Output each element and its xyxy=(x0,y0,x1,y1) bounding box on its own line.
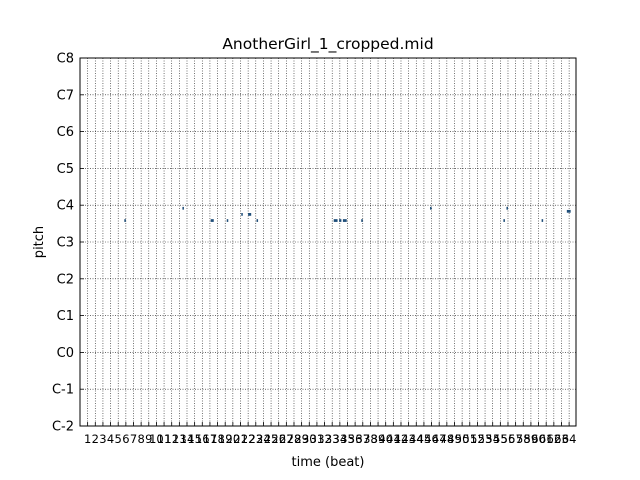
x-tick-label: 25 xyxy=(264,432,279,446)
x-tick-label: 2 xyxy=(92,432,99,446)
x-tick-label: 38 xyxy=(363,432,378,446)
x-tick-label: 26 xyxy=(271,432,286,446)
y-tick-label: C-2 xyxy=(52,420,74,435)
x-tick-label: 32 xyxy=(317,432,332,446)
x-tick-label: 23 xyxy=(248,432,263,446)
y-tick-label: C3 xyxy=(57,236,74,251)
x-axis-label: time (beat) xyxy=(292,455,365,470)
x-tick-label: 8 xyxy=(137,432,144,446)
x-tick-label: 64 xyxy=(562,432,577,446)
x-tick-label: 48 xyxy=(440,432,455,446)
y-tick-label: C7 xyxy=(57,88,74,103)
x-tick-label: 57 xyxy=(508,432,523,446)
x-tick-label: 54 xyxy=(485,432,500,446)
x-tick-label: 50 xyxy=(455,432,470,446)
x-tick-label: 42 xyxy=(394,432,409,446)
x-tick-label: 31 xyxy=(310,432,325,446)
note xyxy=(566,209,571,213)
x-tick-label: 35 xyxy=(340,432,355,446)
note xyxy=(541,219,544,222)
x-tick-label: 40 xyxy=(378,432,393,446)
x-tick-label: 46 xyxy=(424,432,439,446)
note xyxy=(361,219,363,222)
notes xyxy=(124,206,571,222)
x-tick-label: 51 xyxy=(462,432,477,446)
x-tick-label: 62 xyxy=(547,432,562,446)
x-tick-label: 59 xyxy=(524,432,539,446)
x-tick-label: 14 xyxy=(180,432,195,446)
x-tick-label: 58 xyxy=(516,432,531,446)
x-tick-label: 41 xyxy=(386,432,401,446)
x-tick-label: 15 xyxy=(187,432,202,446)
y-tick-label: C2 xyxy=(57,272,74,287)
y-tick-label: C1 xyxy=(57,309,74,324)
note xyxy=(503,219,505,222)
x-tick-label: 21 xyxy=(233,432,248,446)
x-tick-label: 24 xyxy=(256,432,271,446)
x-tick-label: 3 xyxy=(99,432,106,446)
x-tick-label: 44 xyxy=(409,432,424,446)
note xyxy=(339,219,342,222)
note xyxy=(430,206,432,210)
y-tick-label: C8 xyxy=(57,52,74,67)
y-axis-label: pitch xyxy=(32,226,47,258)
x-tick-label: 5 xyxy=(115,432,122,446)
plot-frame xyxy=(79,57,577,427)
x-tick-label: 55 xyxy=(493,432,508,446)
y-tick-label: C4 xyxy=(57,199,74,214)
note xyxy=(256,219,259,222)
x-tick-label: 22 xyxy=(241,432,256,446)
x-tick-label: 63 xyxy=(554,432,569,446)
y-tick-label: C-1 xyxy=(52,383,74,398)
note xyxy=(182,206,184,210)
x-tick-label: 37 xyxy=(355,432,370,446)
x-tick-label: 12 xyxy=(164,432,179,446)
note xyxy=(248,213,252,216)
x-tick-label: 6 xyxy=(122,432,129,446)
x-tick-label: 7 xyxy=(130,432,137,446)
x-tick-label: 1 xyxy=(84,432,91,446)
note xyxy=(506,206,508,210)
note xyxy=(333,219,338,222)
x-tick-label: 56 xyxy=(501,432,516,446)
x-tick-label: 30 xyxy=(302,432,317,446)
x-tick-label: 4 xyxy=(107,432,114,446)
x-tick-label: 53 xyxy=(478,432,493,446)
note xyxy=(210,219,214,222)
x-tick-label: 17 xyxy=(203,432,218,446)
x-tick-label: 20 xyxy=(226,432,241,446)
x-tick-label: 10 xyxy=(149,432,164,446)
note xyxy=(124,219,126,222)
x-tick-label: 49 xyxy=(447,432,462,446)
x-tick-label: 19 xyxy=(218,432,233,446)
x-tick-label: 61 xyxy=(539,432,554,446)
x-tick-label: 29 xyxy=(294,432,309,446)
x-tick-label: 43 xyxy=(401,432,416,446)
x-tick-label: 60 xyxy=(531,432,546,446)
x-tick-label: 39 xyxy=(371,432,386,446)
note xyxy=(226,219,229,222)
y-tick-label: C5 xyxy=(57,162,74,177)
ticks: 1 2 3 4 5 6 7 8 91011121314151617181920212223242… xyxy=(52,52,576,447)
x-tick-label: 27 xyxy=(279,432,294,446)
x-tick-label: 16 xyxy=(195,432,210,446)
x-tick-label: 34 xyxy=(333,432,348,446)
y-tick-label: C0 xyxy=(57,346,74,361)
x-tick-label: 47 xyxy=(432,432,447,446)
x-tick-label: 33 xyxy=(325,432,340,446)
x-tick-label: 45 xyxy=(417,432,432,446)
note xyxy=(241,213,243,216)
x-tick-label: 18 xyxy=(210,432,225,446)
x-tick-label: 52 xyxy=(470,432,485,446)
y-tick-label: C6 xyxy=(57,125,74,140)
note xyxy=(342,219,347,222)
x-tick-label: 28 xyxy=(287,432,302,446)
x-tick-label: 13 xyxy=(172,432,187,446)
x-tick-label: 9 xyxy=(145,432,152,446)
x-tick-label: 36 xyxy=(348,432,363,446)
chart-title: AnotherGirl_1_cropped.mid xyxy=(222,35,433,54)
x-tick-label: 11 xyxy=(157,432,172,446)
